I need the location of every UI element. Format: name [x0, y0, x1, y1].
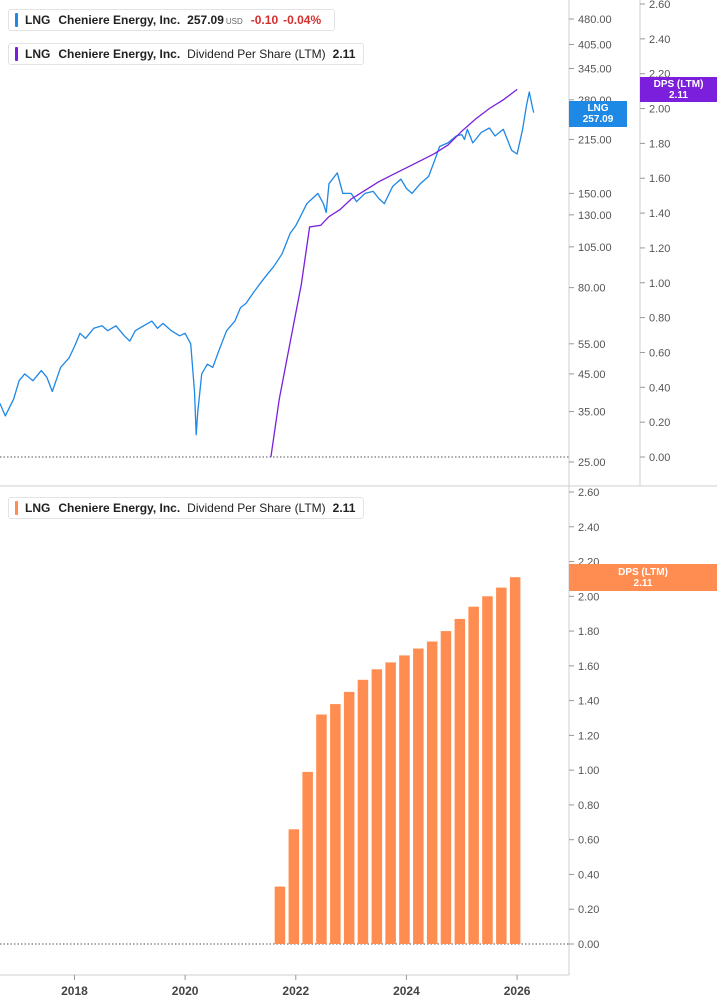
dps-tick-label-top: 2.00 — [649, 104, 670, 116]
price-tag-value: 257.09 — [582, 114, 614, 125]
dps-tick-label-top: 0.40 — [649, 382, 670, 394]
x-tick-label: 2018 — [61, 984, 88, 998]
dps-bar — [274, 886, 286, 944]
dps-tick-label-top: 2.40 — [649, 34, 670, 46]
dps-last-value-tag-bottom: DPS (LTM) 2.11 — [569, 564, 717, 591]
price-tick-label: 150.00 — [578, 188, 612, 200]
legend-change-pct: -0.04% — [283, 13, 322, 27]
legend-metric: Dividend Per Share (LTM) — [187, 501, 326, 515]
dps-series-swatch — [15, 47, 18, 61]
dps-bar — [343, 691, 355, 944]
dps-tick-label-top: 1.80 — [649, 138, 670, 150]
price-tick-label: 215.00 — [578, 134, 612, 146]
dps-bar — [357, 679, 369, 944]
dps-tag-value: 2.11 — [669, 89, 688, 101]
x-tick-label: 2022 — [282, 984, 309, 998]
legend-price-value: 257.09 — [187, 13, 224, 27]
price-tick-label: 45.00 — [578, 369, 606, 381]
price-series-swatch — [15, 13, 18, 27]
dps-bar — [413, 648, 424, 944]
dps-tick-label-top: 0.00 — [649, 452, 670, 464]
legend-company: Cheniere Energy, Inc. — [58, 13, 181, 27]
dps-tick-label-top: 1.60 — [649, 173, 670, 185]
price-tick-label: 405.00 — [578, 39, 612, 51]
dps-tick-label-top: 0.80 — [649, 313, 670, 325]
x-tick-label: 2026 — [504, 984, 531, 998]
price-last-value-tag: LNG 257.09 — [569, 101, 627, 127]
legend-dps-value: 2.11 — [332, 47, 356, 61]
legend-change: -0.10 — [250, 13, 279, 27]
x-tick-label: 2024 — [393, 984, 420, 998]
price-series-line — [0, 91, 535, 436]
bar-tick-label: 0.60 — [578, 835, 599, 847]
dps-series-line — [270, 88, 518, 458]
bar-tick-label: 2.40 — [578, 522, 599, 534]
dps-tag-label: DPS (LTM) — [618, 566, 668, 578]
legend-currency: USD — [225, 16, 243, 26]
dps-legend-top[interactable]: LNG Cheniere Energy, Inc. Dividend Per S… — [8, 43, 365, 65]
bar-tick-label: 0.80 — [578, 800, 599, 812]
bar-tick-label: 0.00 — [578, 939, 599, 951]
legend-ticker: LNG — [25, 501, 51, 515]
price-tick-label: 25.00 — [578, 457, 606, 469]
bar-tick-label: 0.40 — [578, 869, 599, 881]
dps-tag-value: 2.11 — [633, 577, 653, 589]
bar-tick-label: 1.40 — [578, 696, 599, 708]
bar-tick-label: 1.00 — [578, 765, 599, 777]
bar-tick-label: 2.60 — [578, 487, 599, 499]
dps-bar — [454, 618, 466, 944]
price-tick-label: 80.00 — [578, 283, 606, 295]
legend-metric: Dividend Per Share (LTM) — [187, 47, 326, 61]
legend-dps-value: 2.11 — [332, 501, 356, 515]
dps-bar — [330, 704, 341, 944]
dps-bar — [509, 577, 521, 944]
dps-last-value-tag-top: DPS (LTM) 2.11 — [640, 77, 717, 102]
bar-tick-label: 0.20 — [578, 904, 599, 916]
dps-bar — [316, 714, 327, 944]
dps-tick-label-top: 0.20 — [649, 417, 670, 429]
price-tick-label: 55.00 — [578, 339, 606, 351]
bar-tick-label: 1.20 — [578, 730, 599, 742]
price-tick-label: 35.00 — [578, 407, 606, 419]
price-legend[interactable]: LNG Cheniere Energy, Inc. 257.09 USD -0.… — [8, 9, 336, 31]
dps-tick-label-top: 1.20 — [649, 243, 670, 255]
dps-legend-bottom[interactable]: LNG Cheniere Energy, Inc. Dividend Per S… — [8, 497, 365, 519]
legend-company: Cheniere Energy, Inc. — [58, 47, 181, 61]
bar-tick-label: 2.00 — [578, 591, 599, 603]
bar-tick-label: 1.60 — [578, 661, 599, 673]
dps-bar — [426, 641, 438, 944]
x-tick-label: 2020 — [172, 984, 199, 998]
price-tick-label: 480.00 — [578, 14, 612, 26]
dps-bar — [496, 587, 507, 944]
dps-tick-label-top: 1.00 — [649, 278, 670, 290]
dps-tag-label: DPS (LTM) — [653, 78, 704, 90]
dps-tick-label-top: 1.40 — [649, 208, 670, 220]
legend-ticker: LNG — [25, 47, 51, 61]
dps-bar — [482, 596, 493, 944]
legend-ticker: LNG — [25, 13, 51, 27]
price-tick-label: 345.00 — [578, 64, 612, 76]
dps-bar — [302, 771, 313, 944]
dps-bar — [440, 631, 452, 944]
bar-tick-label: 1.80 — [578, 626, 599, 638]
dps-bar — [288, 829, 300, 944]
price-tag-label: LNG — [587, 103, 609, 114]
dps-bar — [385, 662, 396, 944]
legend-company: Cheniere Energy, Inc. — [58, 501, 181, 515]
dps-tick-label-top: 0.60 — [649, 347, 670, 359]
dps-bar — [399, 655, 410, 944]
price-tick-label: 105.00 — [578, 242, 612, 254]
dps-tick-label-top: 2.60 — [649, 0, 670, 11]
dps-bar — [371, 669, 383, 944]
dps-bar-swatch — [15, 501, 18, 515]
price-tick-label: 130.00 — [578, 210, 612, 222]
dps-bar — [468, 606, 479, 944]
